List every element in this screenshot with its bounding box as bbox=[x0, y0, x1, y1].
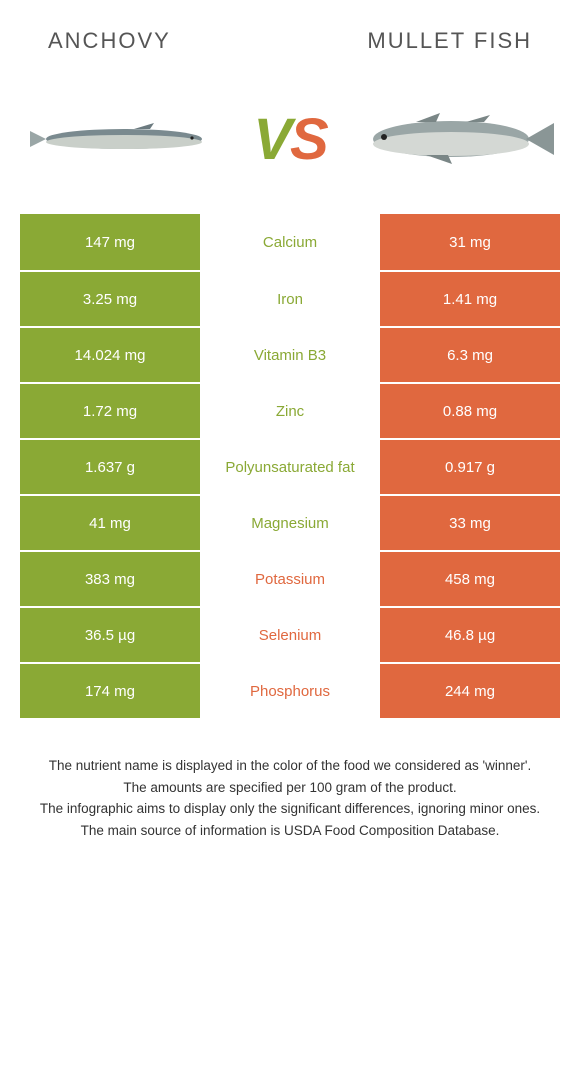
value-left: 174 mg bbox=[20, 664, 200, 718]
nutrient-row: 1.637 gPolyunsaturated fat0.917 g bbox=[20, 438, 560, 494]
value-left: 3.25 mg bbox=[20, 272, 200, 326]
nutrient-label: Iron bbox=[200, 272, 380, 326]
vs-row: VS bbox=[0, 74, 580, 214]
header: Anchovy Mullet fish bbox=[0, 0, 580, 74]
nutrient-row: 174 mgPhosphorus244 mg bbox=[20, 662, 560, 718]
vs-label: VS bbox=[253, 106, 326, 173]
value-right: 0.88 mg bbox=[380, 384, 560, 438]
value-right: 244 mg bbox=[380, 664, 560, 718]
value-right: 33 mg bbox=[380, 496, 560, 550]
nutrient-row: 36.5 µgSelenium46.8 µg bbox=[20, 606, 560, 662]
footer-line: The infographic aims to display only the… bbox=[28, 799, 552, 819]
nutrient-row: 41 mgMagnesium33 mg bbox=[20, 494, 560, 550]
footer-line: The main source of information is USDA F… bbox=[28, 821, 552, 841]
value-left: 1.637 g bbox=[20, 440, 200, 494]
nutrient-row: 147 mgCalcium31 mg bbox=[20, 214, 560, 270]
nutrient-label: Polyunsaturated fat bbox=[200, 440, 380, 494]
value-right: 0.917 g bbox=[380, 440, 560, 494]
nutrient-label: Vitamin B3 bbox=[200, 328, 380, 382]
title-left: Anchovy bbox=[48, 28, 171, 54]
title-right: Mullet fish bbox=[367, 28, 532, 54]
anchovy-image bbox=[24, 104, 224, 174]
nutrient-label: Zinc bbox=[200, 384, 380, 438]
value-left: 147 mg bbox=[20, 214, 200, 270]
nutrient-label: Phosphorus bbox=[200, 664, 380, 718]
value-right: 6.3 mg bbox=[380, 328, 560, 382]
footer-line: The nutrient name is displayed in the co… bbox=[28, 756, 552, 776]
footer: The nutrient name is displayed in the co… bbox=[0, 718, 580, 840]
nutrient-row: 383 mgPotassium458 mg bbox=[20, 550, 560, 606]
value-right: 458 mg bbox=[380, 552, 560, 606]
value-right: 46.8 µg bbox=[380, 608, 560, 662]
footer-line: The amounts are specified per 100 gram o… bbox=[28, 778, 552, 798]
nutrient-table: 147 mgCalcium31 mg3.25 mgIron1.41 mg14.0… bbox=[20, 214, 560, 718]
value-right: 31 mg bbox=[380, 214, 560, 270]
nutrient-label: Selenium bbox=[200, 608, 380, 662]
nutrient-label: Potassium bbox=[200, 552, 380, 606]
nutrient-row: 3.25 mgIron1.41 mg bbox=[20, 270, 560, 326]
value-left: 36.5 µg bbox=[20, 608, 200, 662]
value-left: 14.024 mg bbox=[20, 328, 200, 382]
nutrient-label: Magnesium bbox=[200, 496, 380, 550]
value-left: 41 mg bbox=[20, 496, 200, 550]
nutrient-row: 1.72 mgZinc0.88 mg bbox=[20, 382, 560, 438]
value-left: 1.72 mg bbox=[20, 384, 200, 438]
nutrient-row: 14.024 mgVitamin B36.3 mg bbox=[20, 326, 560, 382]
value-left: 383 mg bbox=[20, 552, 200, 606]
nutrient-label: Calcium bbox=[200, 214, 380, 270]
value-right: 1.41 mg bbox=[380, 272, 560, 326]
mullet-image bbox=[356, 104, 556, 174]
